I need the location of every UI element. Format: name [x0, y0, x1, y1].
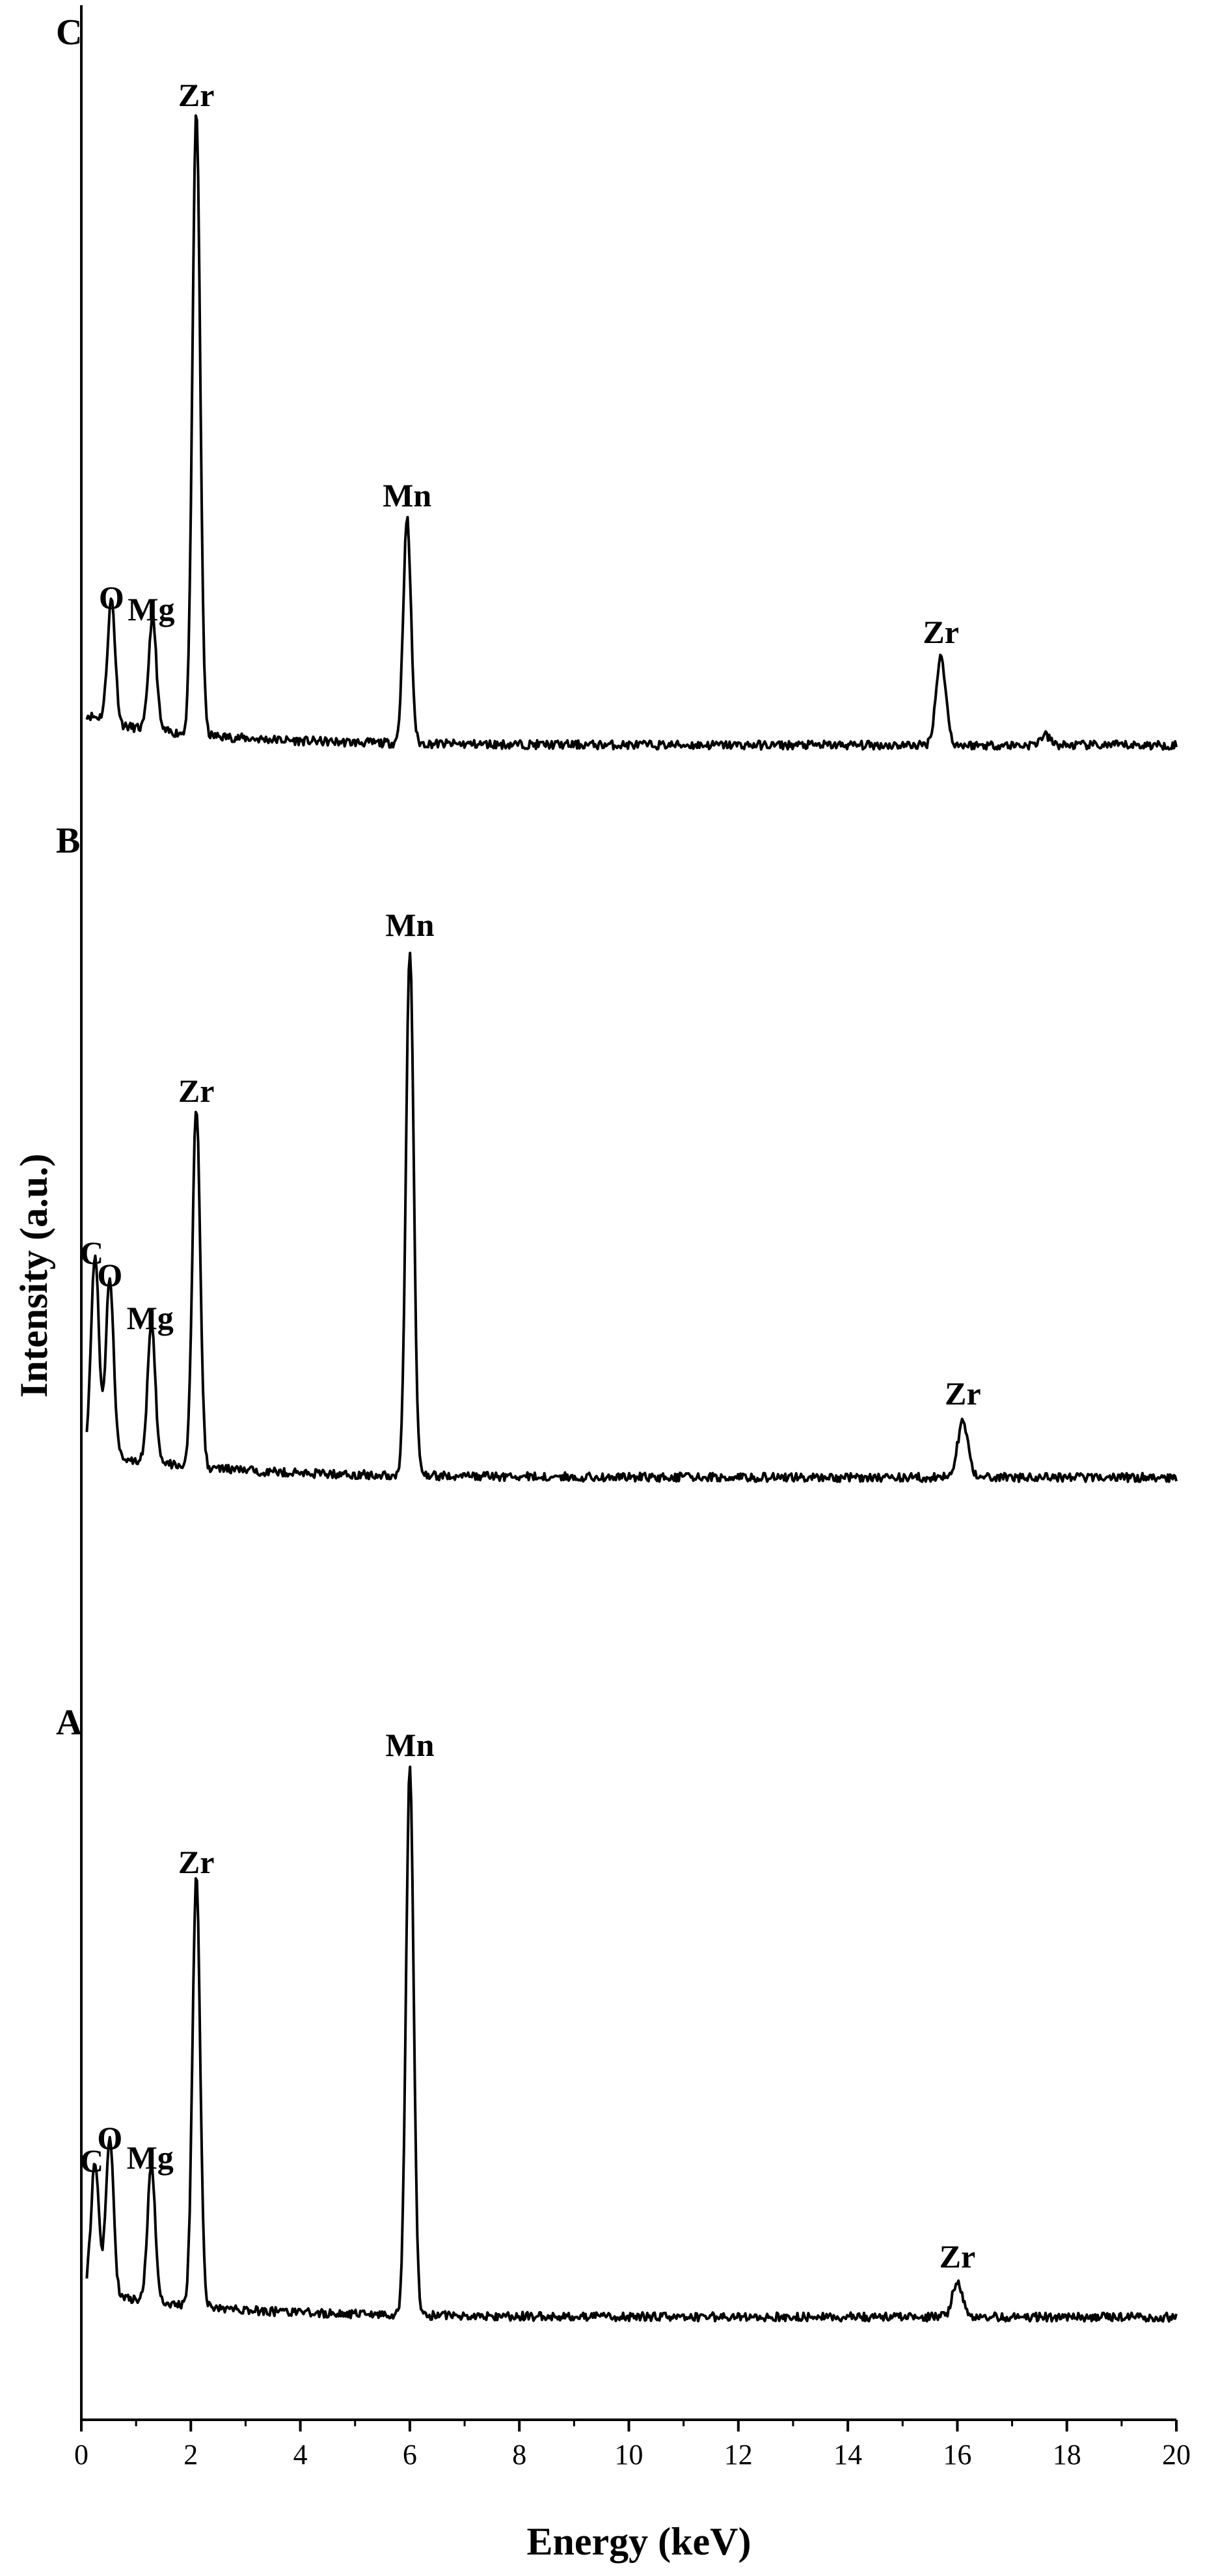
- peak-label-a-5: Zr: [940, 2238, 976, 2275]
- axes-layer: 0 2 4 6 8 10 12 14 16 18 20: [74, 5, 1191, 2471]
- panel-label-c: C: [56, 12, 82, 53]
- panel-label-a: A: [56, 1703, 83, 1743]
- x-axis-title: Energy (keV): [527, 2520, 751, 2563]
- peak-label-b-1: O: [97, 1257, 122, 1293]
- x-tick-label-14: 14: [833, 2439, 862, 2471]
- x-tick-label-4: 4: [293, 2439, 308, 2471]
- x-tick-label-2: 2: [183, 2439, 198, 2471]
- peak-label-c-2: Zr: [178, 77, 215, 113]
- x-tick-label-6: 6: [403, 2439, 417, 2471]
- peak-label-b-2: Mg: [127, 1300, 174, 1336]
- peak-label-c-1: Mg: [128, 591, 174, 627]
- x-tick-label-12: 12: [724, 2439, 753, 2471]
- spectrum-line-c: [85, 114, 1178, 751]
- peak-label-b-5: Zr: [945, 1375, 981, 1412]
- peak-label-a-4: Mn: [385, 1727, 434, 1763]
- peak-label-c-0: O: [99, 579, 124, 616]
- peak-label-c-4: Zr: [923, 614, 959, 650]
- peak-label-a-1: O: [97, 2120, 122, 2156]
- peak-label-a-3: Zr: [178, 1844, 215, 1880]
- spectrum-line-b: [85, 952, 1178, 1483]
- x-tick-label-18: 18: [1053, 2439, 1081, 2471]
- x-tick-label-20: 20: [1162, 2439, 1191, 2471]
- x-tick-label-10: 10: [615, 2439, 643, 2471]
- peak-label-b-0: C: [80, 1235, 103, 1271]
- peak-label-b-3: Zr: [178, 1073, 215, 1109]
- panel-label-b: B: [56, 821, 80, 861]
- y-axis-title: Intensity (a.u.): [12, 1153, 55, 1397]
- spectrum-line-a: [85, 1765, 1178, 2323]
- spectra-layer: [85, 114, 1178, 2323]
- peak-label-c-3: Mn: [383, 477, 431, 514]
- peak-label-a-0: C: [80, 2143, 103, 2179]
- x-tick-label-8: 8: [512, 2439, 526, 2471]
- x-tick-label-16: 16: [943, 2439, 971, 2471]
- x-tick-label-0: 0: [74, 2439, 88, 2471]
- peak-label-a-2: Mg: [127, 2139, 174, 2176]
- peak-label-b-4: Mn: [385, 907, 434, 943]
